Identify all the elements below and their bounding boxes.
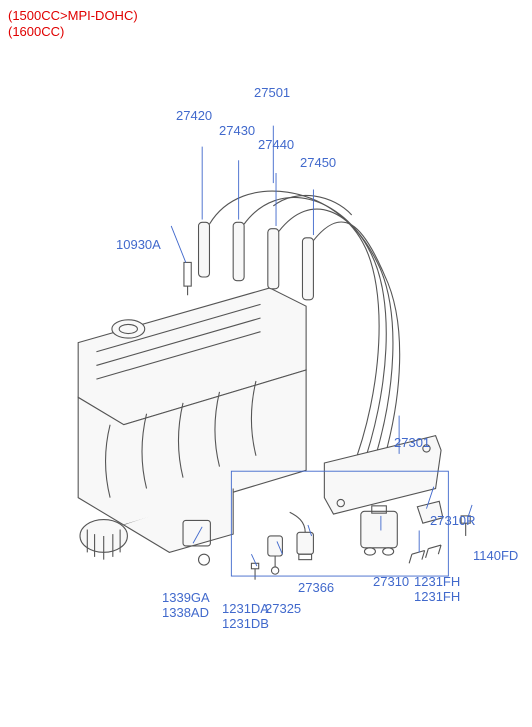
- label-27310: 27310: [373, 574, 409, 589]
- label-1338AD: 1338AD: [162, 605, 209, 620]
- label-10930A: 10930A: [116, 237, 161, 252]
- label-1231DA: 1231DA: [222, 601, 269, 616]
- label-27310R: 27310R: [430, 513, 476, 528]
- variant-line-1: (1500CC>MPI-DOHC): [8, 8, 138, 23]
- sensor-parts: [251, 512, 313, 579]
- label-1140FD: 1140FD: [473, 548, 518, 563]
- label-27501: 27501: [254, 85, 290, 100]
- label-27440: 27440: [258, 137, 294, 152]
- label-27366: 27366: [298, 580, 334, 595]
- label-27420: 27420: [176, 108, 212, 123]
- label-1231FH-2: 1231FH: [414, 589, 460, 604]
- label-1231DB: 1231DB: [222, 616, 269, 631]
- label-1339GA: 1339GA: [162, 590, 210, 605]
- label-27450: 27450: [300, 155, 336, 170]
- label-1231FH-1: 1231FH: [414, 574, 460, 589]
- label-27325: 27325: [265, 601, 301, 616]
- label-27430: 27430: [219, 123, 255, 138]
- engine-block: [78, 288, 306, 565]
- variant-line-2: (1600CC): [8, 24, 64, 39]
- label-27301: 27301: [394, 435, 430, 450]
